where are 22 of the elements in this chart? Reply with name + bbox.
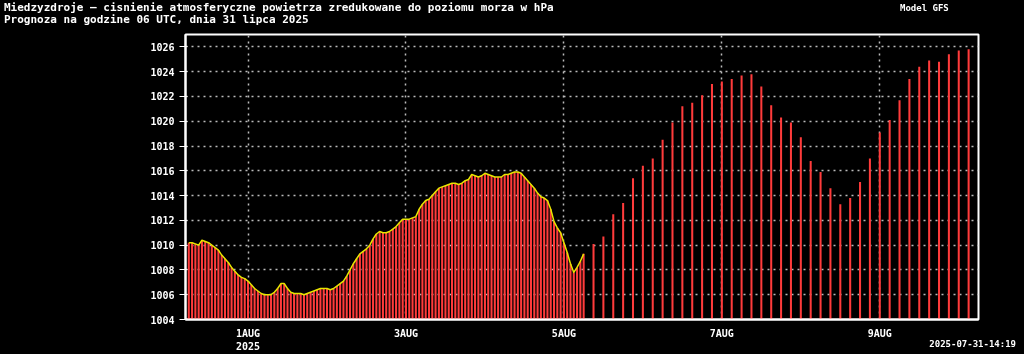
x-tick-label: 9AUG — [867, 327, 892, 339]
y-tick-label: 1004 — [150, 314, 175, 326]
y-tick-label: 1006 — [150, 289, 175, 301]
text: Model GFS — [900, 2, 949, 14]
y-tick-label: 1024 — [150, 66, 175, 78]
text: 2025-07-31-14:19 — [929, 338, 1016, 350]
x-tick-label: 7AUG — [709, 327, 734, 339]
y-tick-label: 1008 — [150, 264, 175, 276]
y-tick-label: 1020 — [150, 116, 175, 128]
y-tick-label: 1016 — [150, 165, 175, 177]
chart-title: Miedzyzdroje — cisnienie atmosferyczne powietrza zredukowane do poziomu morza w hPa — [4, 1, 554, 14]
y-tick-label: 1022 — [150, 91, 175, 103]
line-series — [188, 171, 585, 296]
x-tick-label: 3AUG — [393, 327, 419, 339]
y-tick-label: 1010 — [150, 240, 175, 252]
chart-subtitle: Prognoza na godzine 06 UTC, dnia 31 lipca 2025 — [4, 13, 309, 26]
x-tick-label: 5AUG — [551, 327, 576, 339]
y-tick-label: 1014 — [150, 190, 175, 202]
y-tick-label: 1018 — [150, 141, 175, 153]
y-tick-label: 1012 — [150, 215, 175, 227]
x-tick-label: 1AUG 2025 — [235, 327, 261, 352]
y-tick-label: 1026 — [150, 41, 175, 53]
